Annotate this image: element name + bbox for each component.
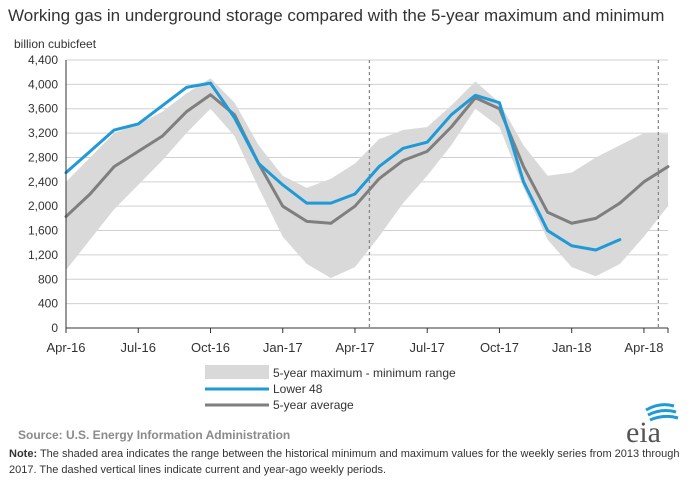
note-label: Note: [9, 448, 38, 460]
axes: 0 400 800 1,200 1,600 2,000 2,400 2,800 3,200 3,6… [28, 53, 669, 355]
note-text: Note: The shaded area indicates the rang… [9, 446, 693, 478]
y-tick-label: 400 [38, 297, 58, 311]
note-body: The shaded area indicates the range betw… [9, 448, 680, 476]
x-tick-label: Apr-16 [46, 340, 85, 355]
logo-swoosh-1 [645, 403, 675, 412]
chart-title: Working gas in underground storage compa… [8, 6, 665, 25]
x-tick-label: Oct-17 [480, 340, 519, 355]
y-tick-label: 800 [38, 272, 58, 286]
legend-label-lower-48: Lower 48 [273, 382, 323, 396]
y-tick-label: 2,000 [28, 199, 58, 213]
x-tick-label: Jan-17 [263, 340, 303, 355]
y-tick-label: 1,600 [28, 224, 58, 238]
x-tick-label: Apr-17 [335, 340, 374, 355]
x-tick-label: Jul-17 [410, 340, 445, 355]
x-tick-label: Jan-18 [552, 340, 592, 355]
legend-label-5-year-average: 5-year average [273, 398, 354, 412]
dashed-period-lines [368, 60, 660, 328]
legend-label-range: 5-year maximum - minimum range [273, 366, 456, 380]
y-tick-label: 0 [51, 321, 58, 335]
series-line-lower-48 [64, 81, 622, 252]
eia-logo: eia [626, 403, 679, 446]
y-tick-label: 4,400 [28, 53, 58, 67]
legend-swatch-range [205, 365, 269, 379]
logo-swoosh-3 [649, 414, 679, 422]
source-text: Source: U.S. Energy Information Administ… [18, 428, 291, 442]
y-tick-label: 3,200 [28, 126, 58, 140]
y-tick-label: 2,400 [28, 175, 58, 189]
chart: 0 400 800 1,200 1,600 2,000 2,400 2,800 3,200 3,6… [28, 53, 670, 412]
x-tick-label: Oct-16 [191, 340, 230, 355]
y-axis-unit-label: billion cubicfeet [14, 37, 97, 51]
legend: 5-year maximum - minimum range Lower 48 5-… [205, 365, 456, 412]
y-tick-label: 3,600 [28, 102, 58, 116]
logo-swoosh-2 [647, 409, 677, 417]
logo-text: eia [626, 416, 661, 446]
x-tick-label: Jul-16 [121, 340, 156, 355]
y-tick-label: 2,800 [28, 150, 58, 164]
y-tick-label: 1,200 [28, 248, 58, 262]
y-tick-label: 4,000 [28, 77, 58, 91]
series-line-5-year-average [64, 93, 670, 225]
series-lines [64, 81, 670, 252]
x-tick-label: Apr-18 [624, 340, 663, 355]
gridlines [66, 59, 668, 305]
